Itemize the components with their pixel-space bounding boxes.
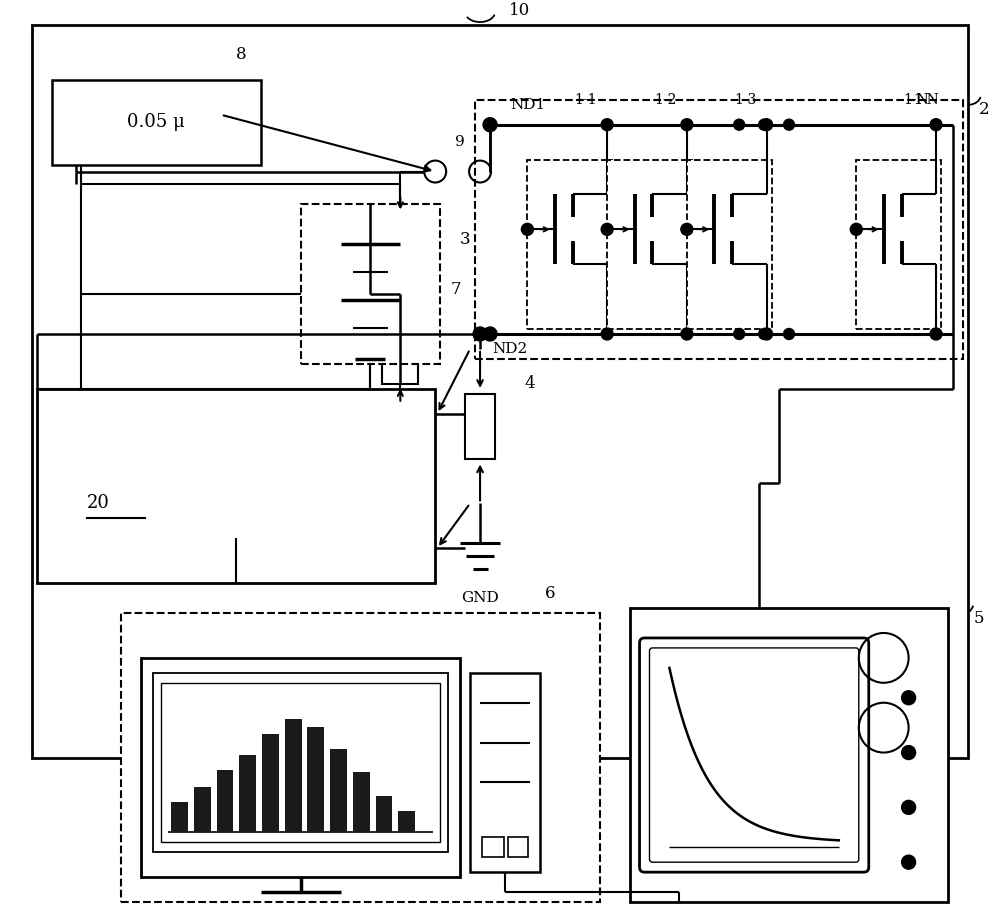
Circle shape: [473, 327, 487, 341]
Bar: [687, 160, 772, 329]
Circle shape: [601, 224, 613, 236]
Circle shape: [483, 327, 497, 341]
Bar: [37, 389, 435, 583]
Circle shape: [601, 118, 613, 131]
Circle shape: [902, 746, 916, 759]
Bar: [217, 770, 233, 833]
Circle shape: [681, 118, 693, 131]
Circle shape: [784, 328, 794, 339]
Text: 2: 2: [978, 101, 989, 118]
Text: 1-N: 1-N: [904, 93, 929, 106]
Bar: [376, 796, 392, 833]
Circle shape: [483, 117, 497, 132]
Bar: [161, 683, 440, 842]
Bar: [153, 673, 448, 852]
Bar: [307, 727, 324, 833]
Circle shape: [759, 119, 770, 130]
Bar: [475, 100, 963, 359]
Bar: [470, 673, 540, 872]
Bar: [856, 160, 941, 329]
Bar: [52, 80, 261, 164]
Circle shape: [902, 856, 916, 869]
Bar: [482, 837, 504, 857]
Text: 20: 20: [86, 494, 109, 513]
Bar: [527, 160, 612, 329]
Text: 1-2: 1-2: [654, 93, 677, 106]
Circle shape: [850, 224, 862, 236]
Text: ND2: ND2: [492, 342, 527, 356]
Bar: [194, 787, 211, 833]
Text: 5: 5: [973, 610, 984, 626]
Bar: [171, 802, 188, 833]
Bar: [465, 393, 495, 458]
Circle shape: [601, 328, 613, 340]
Text: 0.05 μ: 0.05 μ: [127, 113, 185, 131]
Bar: [262, 735, 279, 833]
Circle shape: [521, 224, 533, 236]
Circle shape: [761, 118, 773, 131]
Bar: [285, 719, 302, 833]
Bar: [121, 613, 600, 902]
FancyBboxPatch shape: [649, 648, 859, 862]
Text: 1-3: 1-3: [734, 93, 757, 106]
Circle shape: [784, 119, 794, 130]
Text: ND1: ND1: [510, 98, 545, 112]
Bar: [353, 772, 370, 833]
Text: 3: 3: [460, 231, 471, 248]
Bar: [32, 25, 968, 757]
Bar: [508, 837, 528, 857]
Bar: [398, 811, 415, 833]
Circle shape: [681, 224, 693, 236]
Circle shape: [902, 691, 916, 705]
Text: 9: 9: [455, 135, 465, 149]
Bar: [301, 204, 440, 364]
Circle shape: [734, 119, 745, 130]
Text: 6: 6: [545, 585, 555, 602]
Text: GND: GND: [461, 591, 499, 605]
Text: 4: 4: [525, 375, 536, 392]
Circle shape: [681, 328, 693, 340]
Circle shape: [734, 328, 745, 339]
Text: 1-1: 1-1: [575, 93, 597, 106]
Bar: [239, 755, 256, 833]
Bar: [607, 160, 692, 329]
Circle shape: [759, 328, 770, 339]
Text: 7: 7: [450, 281, 461, 298]
Text: 1-N: 1-N: [914, 93, 939, 106]
Text: 8: 8: [236, 47, 246, 63]
Circle shape: [930, 118, 942, 131]
Bar: [630, 608, 948, 902]
Bar: [382, 215, 418, 384]
Circle shape: [761, 328, 773, 340]
Bar: [141, 657, 460, 878]
Text: 10: 10: [509, 2, 531, 18]
Circle shape: [930, 328, 942, 340]
Bar: [330, 748, 347, 833]
Circle shape: [902, 801, 916, 814]
FancyBboxPatch shape: [640, 638, 869, 872]
